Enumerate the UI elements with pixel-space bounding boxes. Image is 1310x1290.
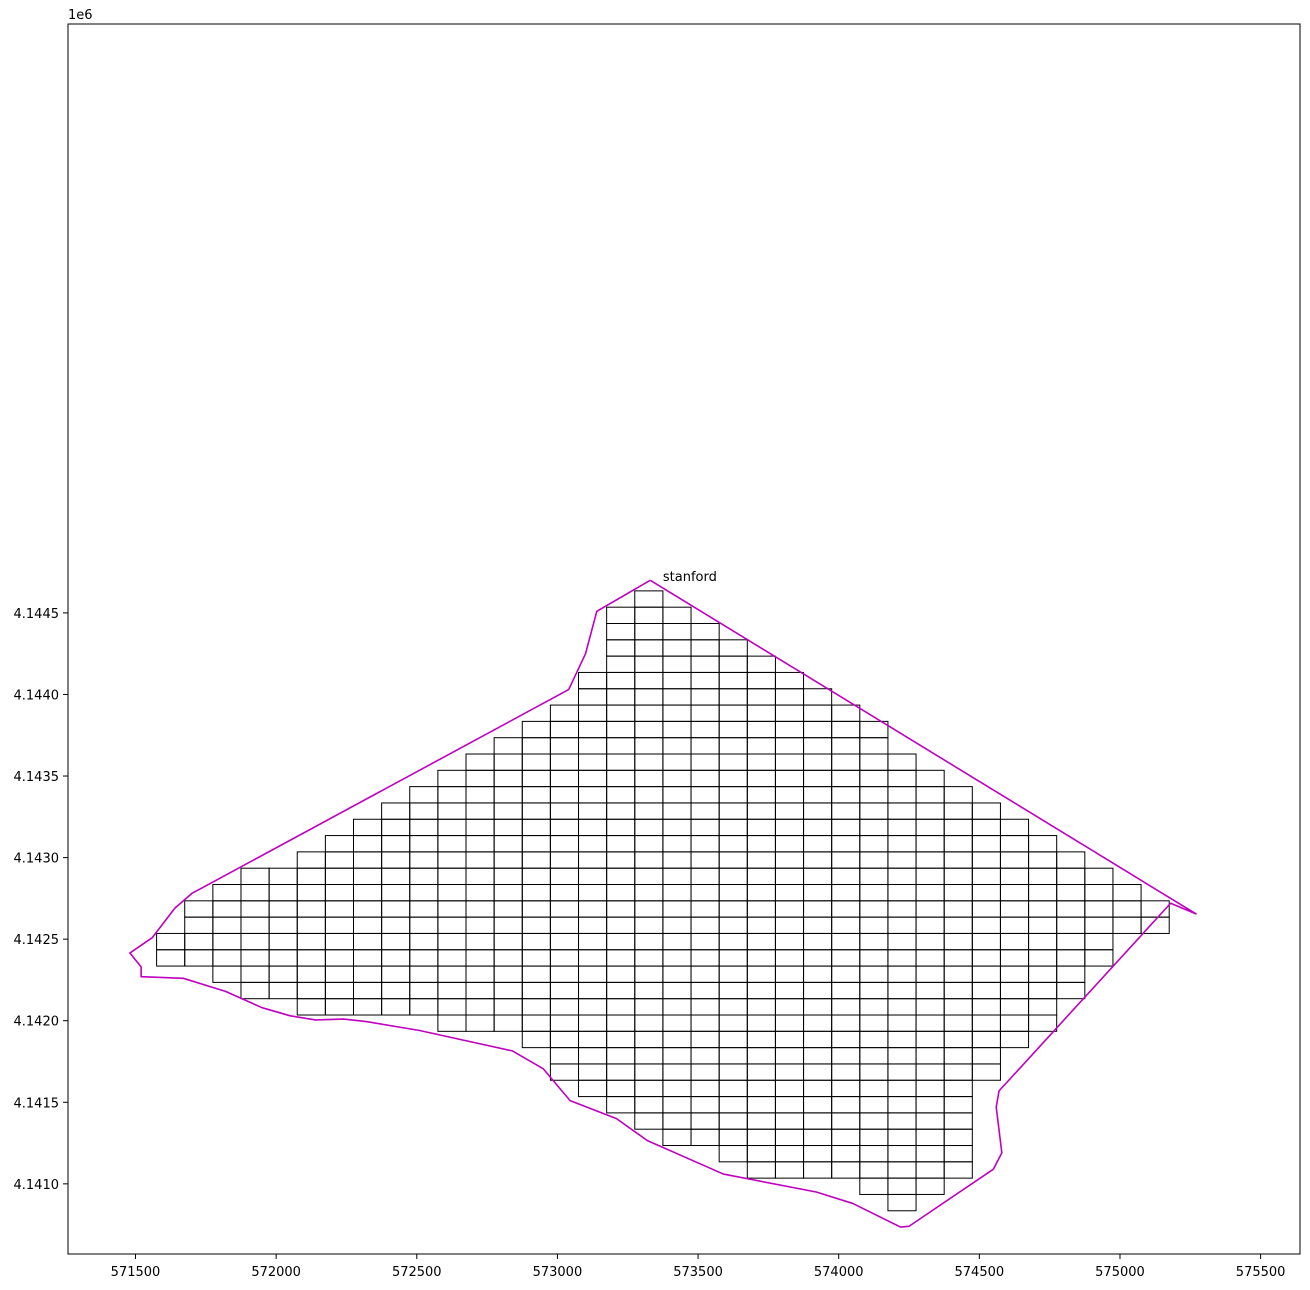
y-tick-label: 4.1410	[14, 1178, 60, 1193]
grid-cell	[1140, 900, 1170, 918]
y-tick-label: 4.1420	[14, 1015, 60, 1030]
annotations-layer: stanford	[663, 570, 717, 585]
grid-cell	[690, 623, 720, 641]
grid-cell	[746, 655, 776, 673]
x-tick-label: 573500	[673, 1265, 723, 1280]
grid-cell	[1028, 835, 1058, 853]
grid-cell	[662, 606, 692, 625]
y-tick-label: 4.1425	[14, 933, 60, 948]
grid-cell	[803, 688, 833, 706]
grid-cell	[887, 753, 917, 771]
grid-cell	[999, 818, 1030, 837]
grid-cell	[1056, 851, 1086, 869]
y-tick-label: 4.1435	[14, 770, 60, 785]
x-tick-label: 574500	[955, 1265, 1005, 1280]
x-tick-label: 572000	[251, 1265, 301, 1280]
grid-cell	[915, 769, 945, 788]
boundary-layer	[129, 579, 1197, 1228]
y-offset-label: 1e6	[68, 8, 93, 23]
y-tick-label: 4.1430	[14, 852, 60, 867]
grid-cell	[634, 590, 664, 608]
x-tick-label: 571500	[111, 1265, 161, 1280]
grid-cells-layer	[156, 590, 1170, 1212]
grid-cell	[1084, 867, 1114, 886]
x-tick-label: 574000	[814, 1265, 864, 1280]
y-tick-label: 4.1440	[14, 688, 60, 703]
x-tick-label: 575000	[1095, 1265, 1145, 1280]
y-axis: 4.1410 4.1415 4.1420 4.1425 4.1430 4.1435 4.14…	[14, 607, 68, 1193]
grid-cell	[859, 720, 889, 739]
grid-cell	[943, 786, 973, 804]
grid-cell	[971, 802, 1001, 820]
grid-cell	[718, 639, 748, 657]
annotation-label: stanford	[663, 570, 717, 585]
y-tick-label: 4.1415	[14, 1096, 60, 1111]
boundary-line	[129, 579, 1197, 1228]
x-axis: 571500 572000 572500 573000 573500 574000 5745…	[111, 1254, 1286, 1280]
x-tick-label: 572500	[392, 1265, 442, 1280]
x-tick-label: 573000	[533, 1265, 583, 1280]
plot-frame	[67, 23, 1301, 1255]
x-tick-label: 575500	[1236, 1265, 1286, 1280]
grid-cell	[774, 671, 805, 690]
y-tick-label: 4.1445	[14, 607, 60, 622]
grid-cell	[831, 704, 861, 722]
grid-cell	[1112, 884, 1142, 902]
